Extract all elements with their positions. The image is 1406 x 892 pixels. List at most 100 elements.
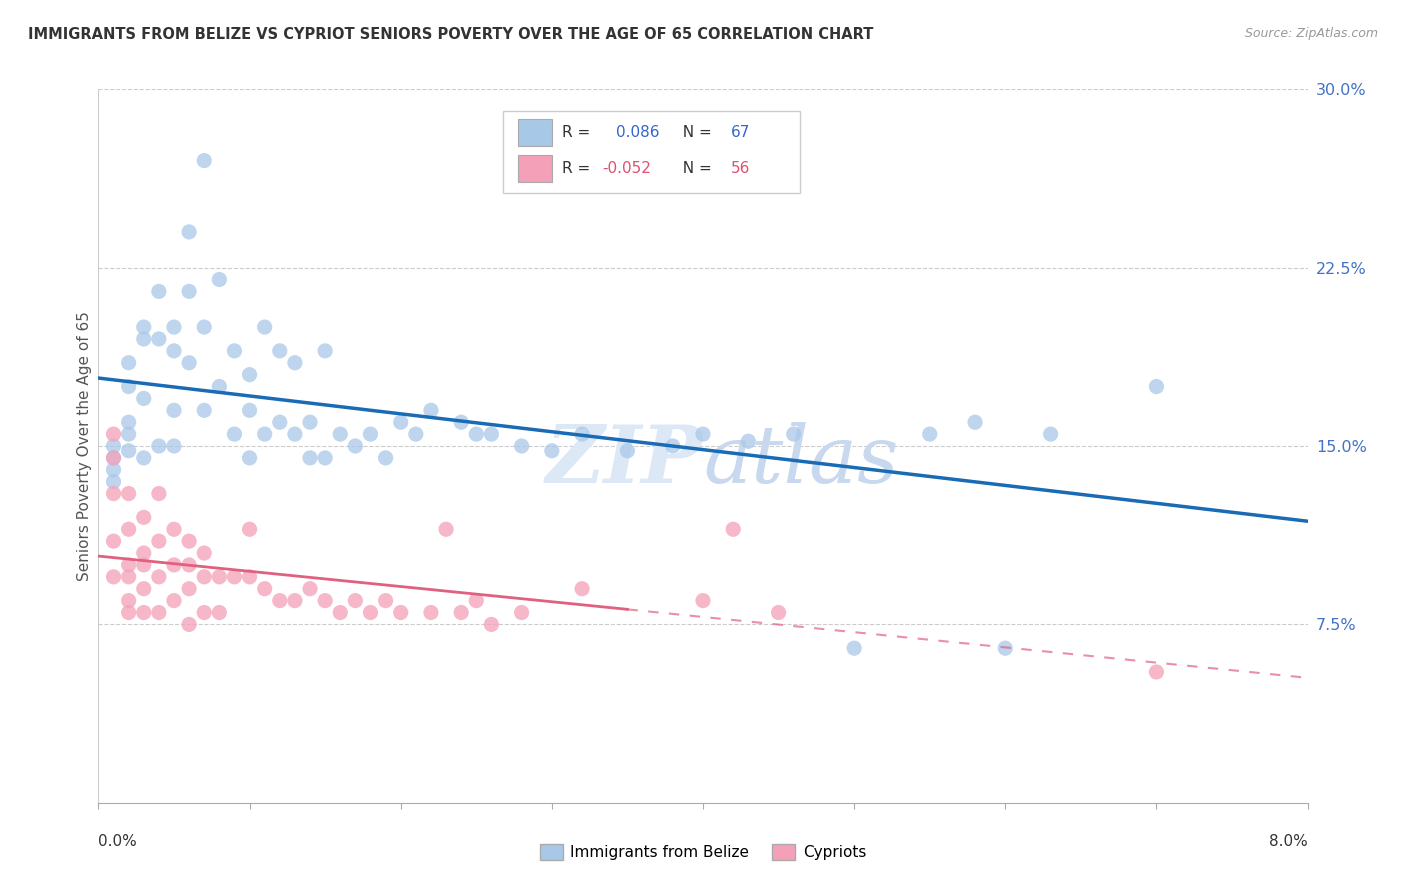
Point	[420, 606, 443, 620]
Point	[360, 427, 382, 442]
Point	[148, 486, 170, 500]
Point	[269, 593, 291, 607]
Text: IMMIGRANTS FROM BELIZE VS CYPRIOT SENIORS POVERTY OVER THE AGE OF 65 CORRELATION: IMMIGRANTS FROM BELIZE VS CYPRIOT SENIOR…	[28, 27, 873, 42]
Point	[965, 415, 987, 429]
Point	[360, 606, 382, 620]
Point	[132, 510, 155, 524]
Point	[253, 582, 276, 596]
Text: atlas: atlas	[703, 422, 898, 499]
Point	[132, 558, 155, 572]
Point	[692, 427, 714, 442]
Point	[239, 403, 262, 417]
Text: 0.086: 0.086	[616, 125, 659, 140]
Point	[163, 522, 186, 536]
Text: ZIP: ZIP	[546, 422, 703, 499]
Point	[103, 475, 125, 489]
Point	[783, 427, 806, 442]
Point	[208, 272, 231, 286]
Point	[163, 320, 186, 334]
Text: 8.0%: 8.0%	[1268, 834, 1308, 848]
Point	[193, 570, 215, 584]
Point	[103, 427, 125, 442]
Y-axis label: Seniors Poverty Over the Age of 65: Seniors Poverty Over the Age of 65	[77, 311, 91, 581]
Point	[118, 415, 141, 429]
Point	[571, 582, 593, 596]
Point	[374, 450, 396, 465]
Point	[118, 486, 141, 500]
Point	[103, 450, 125, 465]
Point	[510, 439, 533, 453]
Point	[299, 450, 322, 465]
FancyBboxPatch shape	[517, 120, 553, 146]
Point	[118, 379, 141, 393]
Point	[118, 427, 141, 442]
Point	[193, 546, 215, 560]
Point	[148, 332, 170, 346]
Point	[224, 343, 246, 358]
Point	[692, 593, 714, 607]
Text: 56: 56	[731, 161, 751, 176]
Point	[344, 593, 367, 607]
Point	[389, 606, 412, 620]
Point	[344, 439, 367, 453]
Point	[163, 343, 186, 358]
Point	[179, 582, 201, 596]
Point	[239, 368, 262, 382]
Point	[239, 570, 262, 584]
Point	[269, 343, 291, 358]
Point	[420, 403, 443, 417]
Point	[193, 153, 215, 168]
Point	[768, 606, 790, 620]
Text: R =: R =	[561, 161, 595, 176]
Text: -0.052: -0.052	[603, 161, 651, 176]
Point	[723, 522, 745, 536]
Point	[269, 415, 291, 429]
Point	[132, 392, 155, 406]
Point	[208, 606, 231, 620]
Point	[1146, 665, 1168, 679]
Point	[132, 582, 155, 596]
Point	[314, 450, 336, 465]
Point	[1146, 379, 1168, 393]
Point	[103, 534, 125, 549]
Point	[239, 450, 262, 465]
Point	[253, 320, 276, 334]
Point	[299, 415, 322, 429]
Point	[208, 379, 231, 393]
Point	[132, 450, 155, 465]
Point	[118, 570, 141, 584]
Point	[541, 443, 564, 458]
Point	[118, 593, 141, 607]
Point	[148, 285, 170, 299]
Point	[994, 641, 1017, 656]
Point	[389, 415, 412, 429]
Point	[103, 463, 125, 477]
Point	[179, 558, 201, 572]
Text: N =: N =	[673, 125, 717, 140]
Point	[405, 427, 427, 442]
Text: 67: 67	[731, 125, 751, 140]
Text: 0.0%: 0.0%	[98, 834, 138, 848]
Point	[163, 403, 186, 417]
Point	[465, 593, 488, 607]
Point	[132, 546, 155, 560]
Point	[329, 606, 352, 620]
Point	[314, 593, 336, 607]
Legend: Immigrants from Belize, Cypriots: Immigrants from Belize, Cypriots	[534, 838, 872, 866]
Point	[132, 332, 155, 346]
Point	[118, 443, 141, 458]
Point	[571, 427, 593, 442]
Point	[239, 522, 262, 536]
FancyBboxPatch shape	[503, 111, 800, 193]
Point	[737, 434, 759, 449]
Point	[103, 450, 125, 465]
Point	[224, 570, 246, 584]
Point	[284, 356, 307, 370]
Point	[374, 593, 396, 607]
Point	[103, 439, 125, 453]
Point	[1039, 427, 1062, 442]
Point	[148, 570, 170, 584]
Point	[103, 486, 125, 500]
Point	[163, 439, 186, 453]
Point	[329, 427, 352, 442]
